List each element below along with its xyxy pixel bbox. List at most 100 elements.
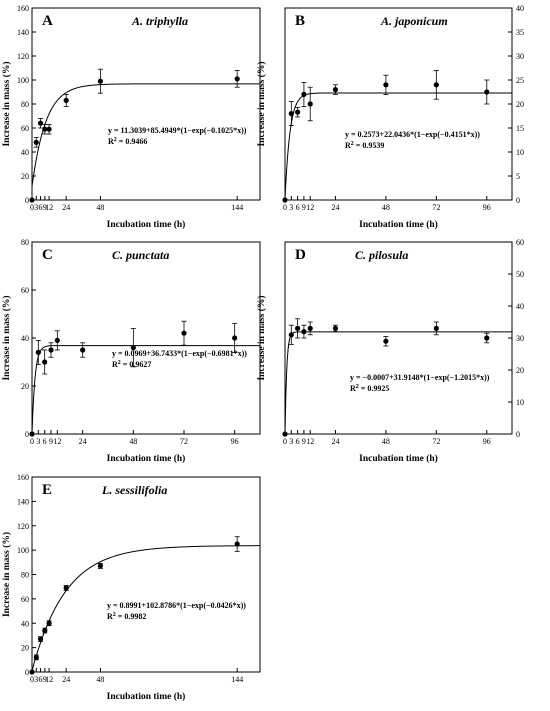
x-tick-label: 3	[34, 203, 38, 212]
data-point	[46, 620, 52, 626]
x-tick-label: 0	[283, 437, 287, 446]
panel-letter: A	[42, 13, 53, 29]
r-squared-symbol: R	[108, 137, 114, 146]
data-point	[282, 197, 288, 203]
y-tick-label: 40	[21, 148, 29, 157]
data-point	[42, 359, 48, 365]
data-point	[130, 345, 136, 351]
y-axis-title: Increase in mass (%)	[1, 295, 12, 380]
y-tick-label: 140	[17, 497, 29, 506]
y-tick-label: 120	[17, 522, 29, 531]
y-tick-label: 0	[25, 430, 29, 439]
x-tick-label: 48	[96, 203, 104, 212]
r-squared: R2 = 0.9466	[108, 137, 147, 146]
r-squared-value: = 0.9627	[121, 360, 152, 369]
data-point	[54, 337, 60, 343]
r-squared-exponent: 2	[118, 360, 121, 366]
x-tick-label: 12	[45, 203, 53, 212]
x-tick-label: 9	[302, 203, 306, 212]
panel-letter: E	[42, 482, 52, 498]
y-tick-label: 20	[516, 366, 524, 375]
y-tick-label: 40	[516, 4, 524, 13]
data-point	[484, 335, 490, 341]
species-name: A. triphylla	[131, 14, 188, 28]
panel-e: 0 20 40 60 80 100 120 140 160 0 3 6 912 24 48 144 Incuba…	[1, 473, 261, 702]
panel-a: 0 20 40 60 80 100 120 140 160 0 3 6 912 24 48 144 Incuba…	[1, 4, 261, 230]
x-tick-label: 24	[62, 675, 70, 684]
data-point	[37, 636, 44, 642]
y-tick-label: 20	[21, 644, 29, 653]
x-tick-label: 6	[39, 675, 43, 684]
fit-equation: y = 0.0969+36.7433*(1−exp(−0.6981*x))	[112, 349, 247, 358]
data-point	[288, 332, 294, 338]
data-point	[97, 78, 103, 84]
data-point	[97, 563, 103, 569]
x-axis-title: Incubation time (h)	[359, 219, 438, 230]
x-tick-label: 144	[231, 203, 243, 212]
plot-frame	[31, 241, 261, 435]
y-tick-label: 5	[516, 172, 520, 181]
data-point	[42, 627, 48, 634]
data-point	[35, 349, 41, 355]
data-point	[46, 126, 52, 132]
data-point	[295, 109, 301, 115]
x-tick-label: 12	[45, 675, 53, 684]
panel-c: 0 20 40 60 80 0 3 6 9 12 24 48 72 96 Incubation time (…	[1, 238, 261, 464]
data-point	[383, 338, 389, 344]
y-tick-label: 40	[21, 334, 29, 343]
y-tick-label: 15	[516, 124, 524, 133]
x-axis-title: Incubation time (h)	[107, 219, 186, 230]
data-point	[48, 347, 54, 353]
x-tick-label: 24	[79, 437, 87, 446]
y-tick-label: 80	[21, 571, 29, 580]
y-tick-label: 25	[516, 76, 524, 85]
x-tick-label: 9	[43, 203, 47, 212]
data-point	[307, 325, 313, 331]
fit-curve	[32, 545, 260, 672]
data-point	[301, 91, 307, 97]
y-tick-label: 120	[17, 52, 29, 61]
y-tick-label: 30	[516, 334, 524, 343]
r-squared-symbol: R	[350, 384, 356, 393]
x-tick-label: 24	[62, 203, 70, 212]
y-tick-label: 160	[17, 4, 29, 13]
x-tick-label: 0	[283, 203, 287, 212]
x-tick-label: 72	[432, 203, 440, 212]
y-tick-label: 40	[516, 302, 524, 311]
plot-frame	[284, 241, 513, 435]
y-tick-label: 100	[17, 76, 29, 85]
species-name: A. japonicum	[380, 14, 448, 28]
data-point	[29, 669, 35, 675]
x-tick-label: 72	[180, 437, 188, 446]
data-point	[301, 329, 307, 335]
x-tick-label: 6	[43, 437, 47, 446]
fit-curve	[285, 92, 512, 199]
x-tick-label: 72	[432, 437, 440, 446]
data-point	[433, 82, 439, 88]
y-tick-label: 0	[516, 196, 520, 205]
data-point	[80, 347, 86, 353]
r-squared-value: = 0.9925	[359, 384, 390, 393]
y-tick-label: 35	[516, 28, 524, 37]
data-point	[484, 89, 490, 95]
data-point	[63, 97, 69, 103]
y-tick-label: 20	[516, 100, 524, 109]
data-point	[29, 431, 35, 437]
x-tick-label: 6	[296, 437, 300, 446]
y-tick-label: 60	[21, 595, 29, 604]
r-squared-value: = 0.9982	[116, 612, 147, 621]
y-tick-label: 100	[17, 546, 29, 555]
r-squared-value: = 0.9466	[117, 137, 148, 146]
data-point	[33, 654, 39, 660]
data-point	[295, 325, 301, 331]
y-tick-label: 140	[17, 28, 29, 37]
r-squared-symbol: R	[112, 360, 118, 369]
x-tick-label: 48	[382, 437, 390, 446]
x-tick-label: 24	[331, 203, 339, 212]
y-axis-title: Increase in mass (%)	[1, 61, 12, 146]
x-tick-label: 6	[39, 203, 43, 212]
x-tick-label: 48	[382, 203, 390, 212]
x-tick-label: 9	[49, 437, 53, 446]
